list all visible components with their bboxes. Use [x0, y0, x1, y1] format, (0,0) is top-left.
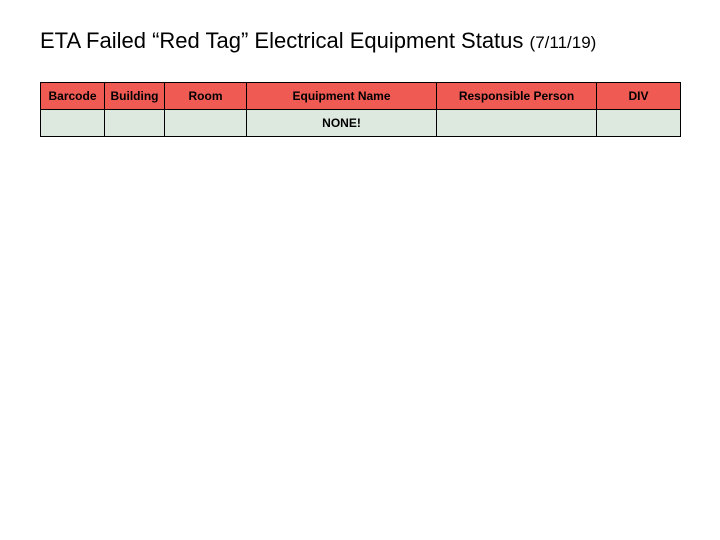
table-header-row: Barcode Building Room Equipment Name Res…: [41, 83, 681, 110]
title-date: (7/11/19): [530, 33, 597, 52]
th-barcode: Barcode: [41, 83, 105, 110]
td-div: [597, 110, 681, 137]
status-table: Barcode Building Room Equipment Name Res…: [40, 82, 681, 137]
title-main: ETA Failed “Red Tag” Electrical Equipmen…: [40, 28, 523, 53]
page: ETA Failed “Red Tag” Electrical Equipmen…: [0, 0, 720, 137]
table-row: NONE!: [41, 110, 681, 137]
td-building: [105, 110, 165, 137]
td-person: [437, 110, 597, 137]
th-person: Responsible Person: [437, 83, 597, 110]
th-equipment: Equipment Name: [247, 83, 437, 110]
td-barcode: [41, 110, 105, 137]
th-building: Building: [105, 83, 165, 110]
td-equipment: NONE!: [247, 110, 437, 137]
td-room: [165, 110, 247, 137]
page-title: ETA Failed “Red Tag” Electrical Equipmen…: [40, 28, 680, 54]
th-room: Room: [165, 83, 247, 110]
th-div: DIV: [597, 83, 681, 110]
